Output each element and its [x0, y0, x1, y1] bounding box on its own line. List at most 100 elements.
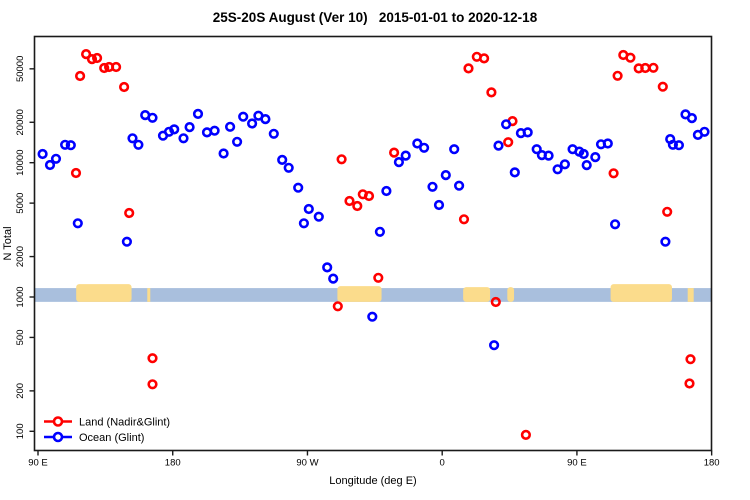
- y-axis-ticks: 100 200 500 1000 2000 5000 10000 20000 50000: [15, 56, 35, 439]
- data-point: [352, 200, 363, 212]
- data-point: [247, 118, 258, 129]
- x-tick-label: 0: [440, 458, 445, 469]
- y-axis-label: N Total: [2, 226, 14, 260]
- chart-title: 25S-20S August (Ver 10) 2015-01-01 to 20…: [213, 10, 538, 25]
- y-tick-label: 10000: [15, 149, 26, 175]
- data-point: [493, 140, 504, 151]
- data-point: [260, 113, 271, 125]
- data-point: [121, 236, 132, 247]
- y-tick-label: 200: [15, 383, 26, 399]
- data-point: [133, 139, 144, 150]
- legend-label: Ocean (Glint): [79, 432, 144, 444]
- data-point: [393, 157, 405, 168]
- data-point: [178, 133, 189, 144]
- data-point: [367, 311, 378, 322]
- land-patch: [463, 287, 491, 302]
- data-point: [400, 150, 411, 161]
- data-point: [50, 153, 62, 164]
- data-point: [559, 159, 571, 170]
- land-patch: [507, 287, 515, 302]
- data-point: [543, 150, 554, 161]
- legend-marker: [52, 416, 64, 427]
- data-point: [86, 53, 98, 65]
- data-point: [486, 87, 497, 98]
- y-tick-label: 100: [15, 423, 26, 439]
- data-point: [479, 53, 490, 64]
- data-point: [552, 164, 563, 175]
- data-point: [118, 81, 130, 93]
- data-point: [381, 185, 392, 197]
- data-point: [277, 154, 288, 165]
- y-tick-label: 20000: [15, 109, 26, 135]
- data-point: [463, 63, 474, 74]
- data-point: [184, 121, 195, 133]
- data-point: [454, 180, 465, 191]
- land-patch: [610, 284, 672, 302]
- data-point: [581, 160, 592, 171]
- data-point: [503, 137, 514, 148]
- data-points: [37, 48, 710, 441]
- data-point: [363, 190, 375, 202]
- data-point: [490, 296, 501, 308]
- data-point: [99, 62, 110, 74]
- data-point: [336, 154, 347, 165]
- data-point: [169, 124, 180, 135]
- data-point: [332, 301, 343, 312]
- data-point: [531, 144, 542, 155]
- data-point: [522, 127, 533, 138]
- y-tick-label: 2000: [15, 246, 26, 267]
- x-axis-ticks: 90 E 180 90 W 0 90 E 180: [28, 450, 720, 469]
- data-point: [640, 62, 651, 74]
- data-point: [72, 218, 83, 229]
- data-point: [412, 138, 423, 149]
- data-point: [124, 207, 135, 219]
- data-point: [313, 211, 324, 222]
- data-point: [344, 195, 355, 207]
- data-point: [684, 378, 695, 389]
- data-point: [440, 170, 451, 181]
- data-point: [389, 147, 400, 158]
- data-point: [625, 52, 636, 63]
- data-point: [373, 272, 384, 283]
- data-point: [458, 214, 470, 225]
- legend: Land (Nadir&Glint) Ocean (Glint): [44, 416, 170, 444]
- data-point: [662, 206, 673, 217]
- data-point: [147, 353, 158, 364]
- data-point: [419, 142, 430, 153]
- y-tick-label: 5000: [15, 193, 26, 214]
- data-point: [218, 148, 229, 159]
- land-series: [70, 48, 696, 441]
- data-point: [59, 139, 71, 150]
- data-point: [489, 340, 500, 351]
- data-point: [303, 203, 314, 215]
- land-patch: [76, 284, 132, 302]
- data-point: [648, 62, 659, 73]
- data-point: [209, 125, 220, 136]
- data-point: [147, 379, 158, 390]
- data-point: [80, 48, 92, 60]
- data-point: [322, 262, 333, 273]
- data-point: [232, 136, 243, 147]
- x-tick-label: 180: [704, 458, 720, 469]
- x-tick-label: 90 E: [28, 458, 48, 469]
- map-band: [34, 284, 712, 302]
- data-point: [602, 138, 613, 149]
- data-point: [449, 144, 460, 155]
- y-tick-label: 500: [15, 329, 26, 345]
- data-point: [509, 167, 520, 178]
- x-axis-label: Longitude (deg E): [329, 475, 416, 487]
- plot-box: [33, 35, 713, 452]
- data-point: [667, 139, 679, 150]
- data-point: [612, 70, 623, 81]
- land-patch: [337, 286, 382, 302]
- data-point: [374, 226, 386, 237]
- data-point: [37, 148, 48, 160]
- data-point: [225, 121, 236, 132]
- data-point: [520, 429, 532, 441]
- y-tick-label: 1000: [15, 286, 26, 307]
- data-point: [44, 159, 56, 171]
- data-point: [608, 168, 619, 179]
- data-point: [65, 140, 76, 151]
